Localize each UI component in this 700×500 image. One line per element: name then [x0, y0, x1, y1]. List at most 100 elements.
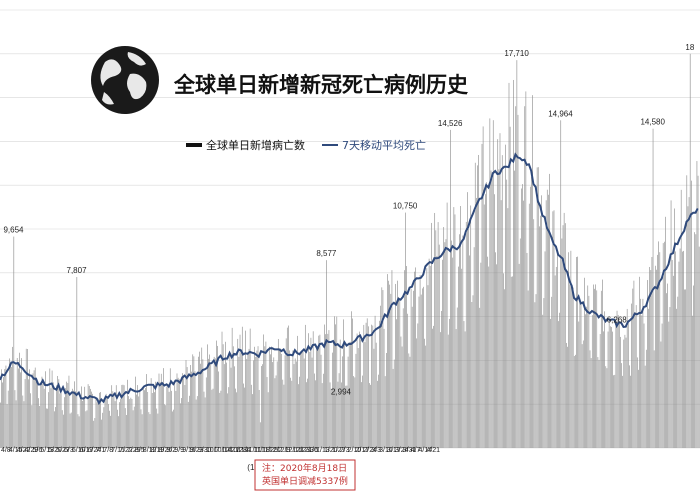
bar [489, 118, 491, 448]
bar [618, 323, 620, 448]
bar [504, 289, 505, 448]
bar [368, 326, 369, 448]
bar [593, 284, 594, 448]
bar [276, 361, 278, 448]
bar [299, 376, 300, 448]
bar [596, 290, 598, 448]
bar [402, 308, 404, 448]
bar [440, 332, 441, 448]
x-tick-label: 5/13 [40, 447, 54, 454]
grid-lines [0, 9, 700, 449]
bar [444, 242, 446, 448]
x-tick-label: 10/7 [206, 447, 220, 454]
bar [104, 399, 106, 448]
bar [550, 318, 551, 448]
bar [640, 298, 641, 448]
x-tick-label: 5/20 [48, 447, 62, 454]
x-tick-label: 3/3 [371, 447, 381, 454]
bar [13, 236, 15, 448]
bar [458, 266, 459, 448]
bar [122, 384, 124, 448]
bar [575, 354, 576, 448]
bar [548, 194, 549, 448]
bar [635, 305, 637, 448]
bar [671, 259, 673, 448]
bar [636, 357, 638, 448]
bar [482, 126, 484, 448]
x-tick-label: 11/11 [245, 447, 262, 454]
bar [450, 129, 451, 448]
bar [676, 308, 677, 448]
bar [49, 368, 51, 448]
x-tick-label: 12/23 [292, 447, 310, 454]
bar [683, 250, 684, 448]
bar [447, 334, 449, 448]
bar [675, 251, 676, 448]
bar [530, 186, 531, 448]
bar [595, 284, 596, 448]
bar [539, 226, 540, 448]
bar [483, 204, 485, 448]
bar [473, 247, 475, 448]
bar [608, 319, 610, 448]
bar [677, 296, 679, 448]
bar [626, 308, 628, 448]
bar [311, 357, 313, 448]
bar [461, 268, 463, 448]
bar [346, 385, 348, 448]
bar [474, 162, 476, 448]
bar [110, 415, 111, 448]
bar [686, 175, 688, 448]
bar [674, 208, 675, 448]
x-tick-label: 1/13 [316, 447, 330, 454]
x-tick-label: 7/8 [103, 447, 113, 454]
peak-value-label: 7,807 [67, 266, 88, 275]
bar [183, 376, 185, 448]
bar [624, 334, 626, 448]
bar [243, 383, 244, 448]
bar [64, 397, 65, 448]
bar [603, 331, 604, 448]
bar [429, 265, 431, 448]
bar [380, 305, 382, 448]
bar [280, 348, 281, 448]
bar [293, 364, 295, 448]
bar [372, 325, 374, 448]
bar [58, 379, 60, 448]
bar [551, 296, 553, 448]
x-tick-label: 1/27 [332, 447, 346, 454]
bar [553, 210, 555, 448]
bar [240, 353, 242, 448]
bar [315, 380, 316, 448]
bar [416, 338, 418, 448]
bar [320, 354, 322, 448]
bar [580, 302, 582, 448]
bar [600, 290, 602, 448]
bar [422, 288, 423, 448]
bar [513, 79, 514, 448]
bar [441, 310, 442, 448]
bar [248, 348, 250, 448]
bar [108, 404, 109, 448]
bar [658, 241, 659, 448]
x-axis-tick-labels: 4/84/154/224/295/65/135/205/276/36/106/1… [1, 447, 440, 454]
bar [424, 338, 425, 448]
bar [253, 360, 254, 448]
bar [86, 410, 88, 448]
bar [158, 373, 160, 448]
bar [576, 257, 577, 448]
bar [354, 377, 356, 448]
bar [177, 377, 179, 448]
bar [246, 358, 248, 448]
bar [241, 326, 243, 448]
bar [2, 382, 3, 448]
bar [79, 397, 81, 448]
bar [23, 401, 25, 448]
bar [351, 311, 352, 448]
bar [498, 169, 500, 448]
bar [687, 206, 689, 448]
bar [267, 392, 269, 448]
bar [572, 287, 574, 448]
bar [322, 373, 324, 448]
bar [525, 91, 527, 449]
